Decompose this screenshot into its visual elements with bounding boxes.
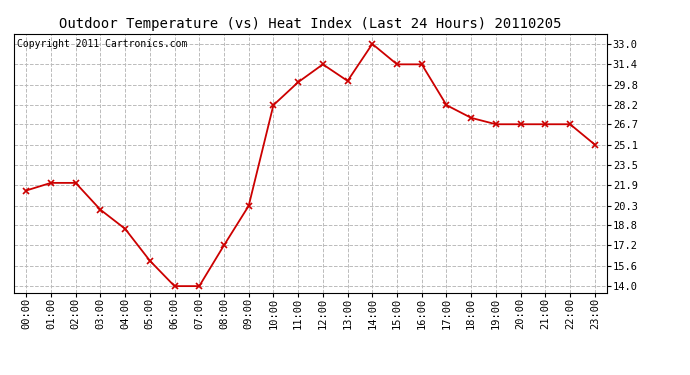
Title: Outdoor Temperature (vs) Heat Index (Last 24 Hours) 20110205: Outdoor Temperature (vs) Heat Index (Las… <box>59 17 562 31</box>
Text: Copyright 2011 Cartronics.com: Copyright 2011 Cartronics.com <box>17 39 187 49</box>
